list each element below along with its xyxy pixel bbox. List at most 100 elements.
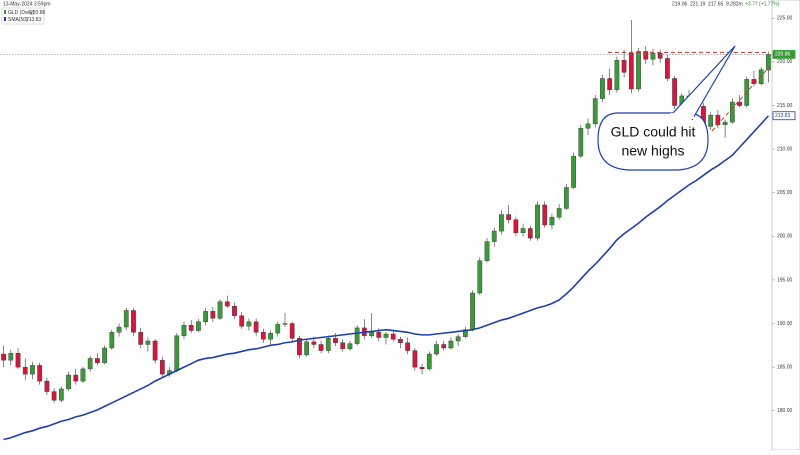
change: +3.77 (+1.77%) [745,1,780,7]
candle-body [600,78,605,99]
candle-body [708,114,714,127]
y-tick-label: 205.00 [777,190,793,196]
y-tick-label: 185.00 [777,364,793,370]
plot [0,20,772,441]
sma-line [3,115,769,441]
candle-body [210,311,216,319]
candle-body [203,311,208,323]
candle-body [527,228,533,239]
candle-body [138,332,144,345]
candle-body [102,347,107,363]
candle-body [665,58,670,79]
y-tick-label: 220.00 [777,59,793,65]
candle-body [87,358,93,370]
candle-body [123,310,129,328]
candle-body [737,101,742,106]
legend-value: 220.86 [30,10,46,16]
candle-body [542,204,548,226]
candle-body [398,339,403,343]
candle-body [506,214,512,220]
grid [772,18,775,412]
candle-body [672,78,677,106]
y-tick-label: 195.00 [777,277,793,283]
candle-body [260,332,266,340]
candle-body [217,301,223,319]
candle-body [434,344,439,355]
candle-body [232,305,237,316]
candle-body [729,101,735,123]
candle-body [571,155,576,188]
ohlc-high: 221.19 [690,1,706,7]
support-trendline [711,65,771,132]
candle-body [614,59,620,91]
candle-body [347,343,353,350]
price-tag [772,50,796,59]
ohlc-low: 217.65 [708,1,724,7]
candle-body [441,344,447,349]
candle-body [30,365,35,375]
candle-body [37,365,43,382]
candle-body [722,121,728,125]
price-tag [772,111,796,121]
candle-body [657,52,663,59]
candle-body [224,301,230,307]
candle-body [95,358,100,363]
candle-body [621,59,627,73]
price-tag-label: 220.86 [775,52,791,58]
legend-swatch [4,17,6,21]
candle-body [636,51,641,90]
timestamp: 13-May-2024 3:59pm [3,1,51,7]
candle-body [152,340,158,361]
candle-body [564,187,569,209]
candle-body [499,214,504,232]
candle-body [181,325,187,336]
candle-body [325,338,331,351]
candle-body [419,366,425,370]
candle-body [520,228,526,234]
candle-body [58,388,64,401]
candle-body [73,374,79,382]
candle-body [268,332,273,340]
candle-body [246,321,252,327]
callout-joint [670,113,694,119]
candle-body [448,340,454,349]
candle-body [318,344,324,351]
price-tag-label: 213.83 [775,113,791,119]
candle-body [80,368,86,382]
candle-body [145,340,151,345]
candle-body [463,329,468,337]
candle-body [340,342,346,350]
candle-body [8,352,14,361]
candle-body [383,333,389,338]
candle-body [116,326,122,333]
candle-body [289,323,295,339]
y-tick-label: 225.00 [777,16,793,22]
legend-swatch [4,10,6,14]
legend-label: SMA(50) [8,17,28,23]
candle-body [174,335,180,371]
candle-body [405,342,411,351]
candle-body [491,230,497,242]
legend-label: GLD (Daily) [8,10,34,16]
legend [1,7,45,25]
candle-body [412,350,418,368]
candle-body [131,310,136,333]
callout-pointer [671,45,736,121]
candle-body [643,51,649,60]
candle-body [650,52,656,60]
legend-value: 213.83 [26,17,42,23]
candle-body [513,219,519,234]
candle-body [556,208,562,218]
candle-body [535,204,540,239]
candle-body [549,216,555,226]
callout-text: GLD could hit [611,124,696,140]
candle-body [426,353,432,370]
candle-body [239,315,245,327]
volume: 9.282m [726,1,743,7]
candle-body [51,391,57,401]
callout-bubble [597,112,709,171]
candle-body [390,333,396,340]
callout-text: new highs [621,143,684,159]
candle-body [109,332,115,349]
candle-body [15,352,21,368]
